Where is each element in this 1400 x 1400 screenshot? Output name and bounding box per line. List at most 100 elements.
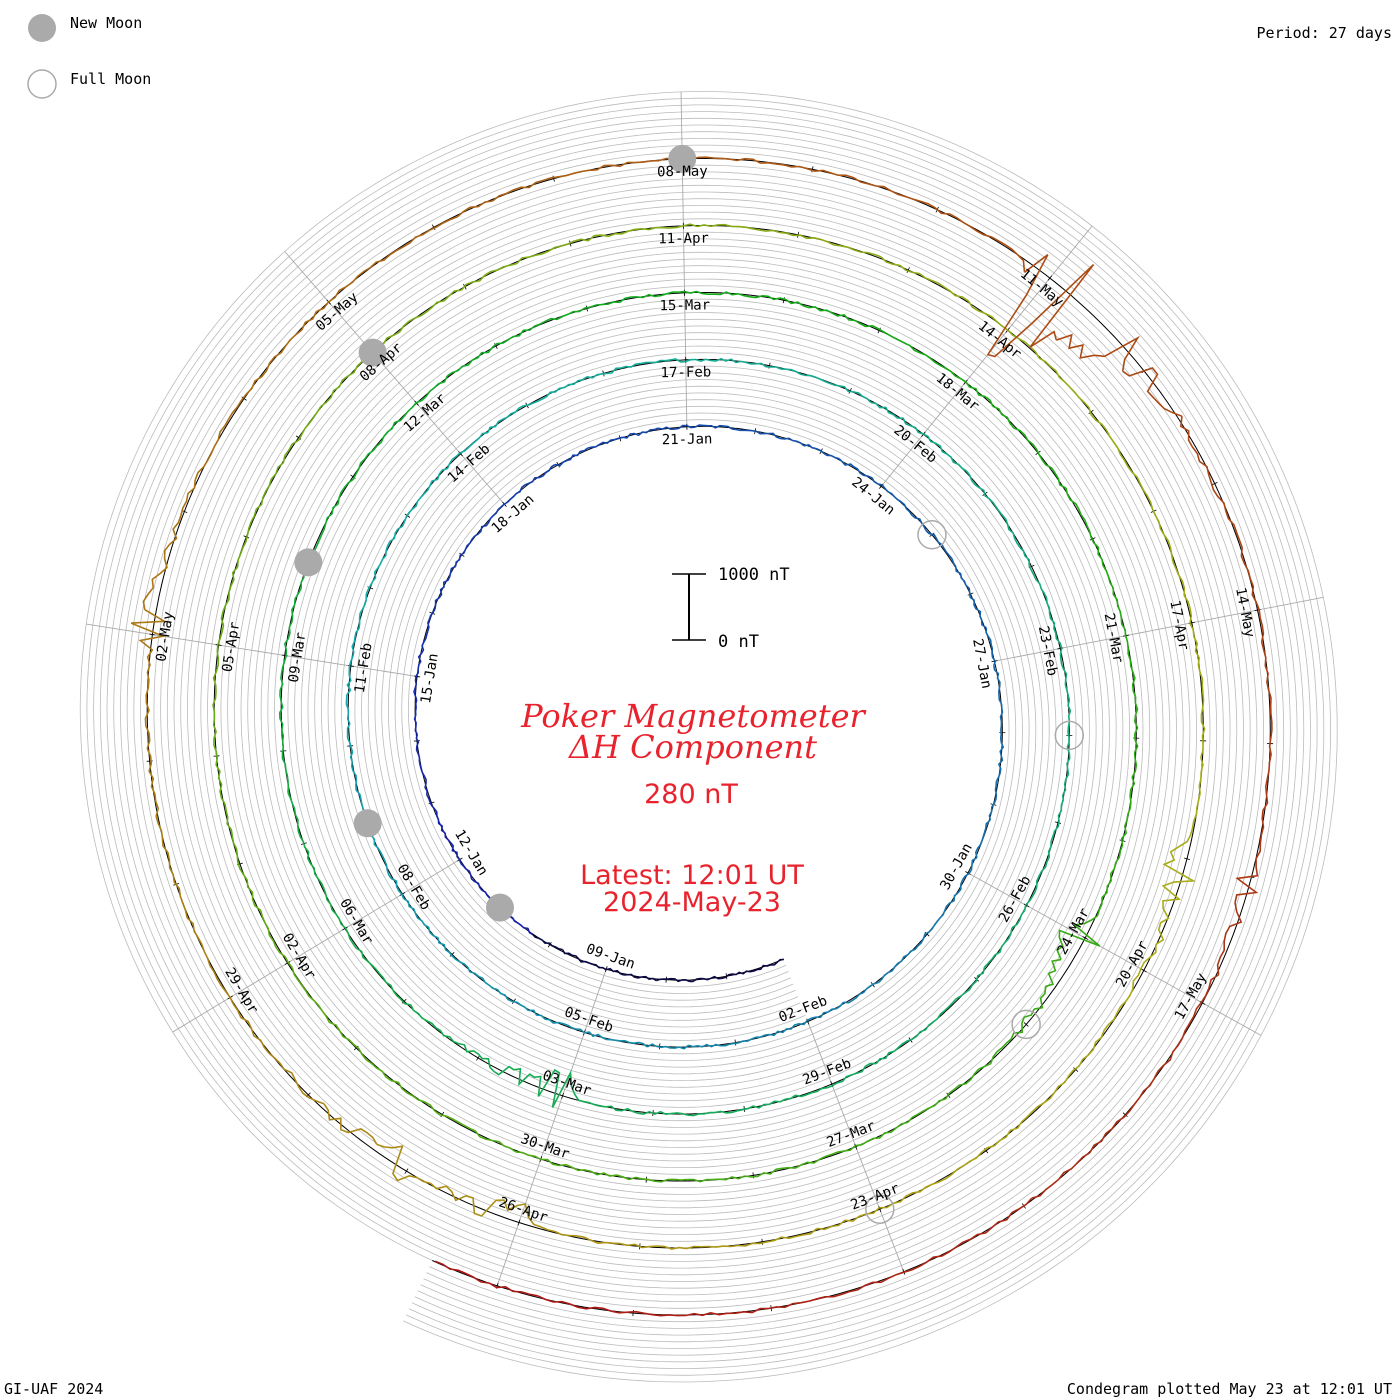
magnetometer-trace — [768, 162, 839, 176]
magnetometer-trace — [983, 927, 1013, 968]
magnetometer-trace — [302, 841, 325, 889]
magnetometer-trace — [785, 1084, 833, 1100]
magnetometer-trace — [685, 1307, 761, 1317]
magnetometer-trace — [346, 737, 358, 781]
full-moon-legend-icon — [27, 69, 57, 99]
day-tick — [284, 961, 291, 965]
magnetometer-trace — [316, 266, 371, 313]
latest-date-label: 2024-May-23 — [603, 887, 781, 918]
magnetometer-trace — [658, 424, 696, 431]
magnetometer-trace — [697, 156, 769, 164]
magnetometer-trace — [523, 386, 565, 407]
magnetometer-trace — [1175, 568, 1194, 631]
magnetometer-trace — [413, 1009, 454, 1042]
magnetometer-trace — [1043, 1054, 1089, 1104]
magnetometer-trace — [434, 1260, 467, 1275]
magnetometer-trace — [144, 680, 151, 749]
date-label: 21-Jan — [662, 431, 713, 448]
magnetometer-trace — [1056, 915, 1101, 960]
magnetometer-trace — [900, 501, 927, 531]
date-label: 05-May — [313, 289, 362, 334]
magnetometer-trace — [978, 486, 1009, 525]
magnetometer-trace — [907, 1088, 955, 1123]
magnetometer-trace — [650, 358, 696, 364]
magnetometer-trace — [946, 453, 980, 489]
magnetometer-trace — [236, 509, 257, 568]
date-label: 20-Feb — [891, 422, 940, 466]
spoke-layer — [86, 91, 1324, 1286]
magnetometer-trace — [232, 1003, 276, 1059]
magnetometer-trace — [833, 1271, 905, 1298]
magnetometer-trace — [689, 975, 722, 983]
magnetometer-trace — [646, 1043, 690, 1050]
magnetometer-trace — [361, 567, 379, 610]
magnetometer-trace — [831, 1062, 877, 1087]
magnetometer-trace — [1112, 588, 1129, 642]
magnetometer-trace — [372, 410, 409, 452]
magnetometer-trace — [620, 1242, 687, 1250]
magnetometer-trace — [587, 436, 623, 449]
date-label: 02-May — [153, 610, 177, 662]
magnetometer-trace — [696, 290, 751, 298]
date-label: 05-Feb — [562, 1004, 615, 1036]
date-spoke — [540, 1093, 564, 1160]
magnetometer-trace — [951, 967, 986, 1004]
magnetometer-trace — [554, 447, 589, 467]
date-label: 26-Apr — [497, 1194, 550, 1226]
magnetometer-trace — [378, 972, 415, 1011]
day-tick — [458, 451, 463, 457]
magnetometer-trace — [875, 1035, 918, 1065]
magnetometer-trace — [623, 973, 657, 982]
date-spoke — [1123, 622, 1192, 637]
magnetometer-trace — [758, 229, 821, 241]
day-tick — [1023, 903, 1030, 908]
magnetometer-trace — [1033, 958, 1062, 1010]
magnetometer-trace — [505, 913, 534, 936]
magnetometer-trace — [610, 1310, 686, 1317]
date-spoke — [1024, 904, 1086, 939]
magnetometer-trace — [1032, 443, 1067, 489]
magnetometer-trace — [589, 1101, 639, 1115]
magnetometer-trace — [340, 449, 374, 493]
magnetometer-trace — [1056, 333, 1140, 372]
magnetometer-trace — [323, 888, 349, 934]
date-spoke — [1006, 277, 1051, 332]
date-spoke — [402, 858, 462, 895]
magnetometer-trace — [1096, 862, 1117, 917]
date-spoke — [86, 623, 155, 636]
day-tick — [431, 224, 436, 231]
magnetometer-trace — [1006, 524, 1031, 566]
magnetometer-trace — [687, 1175, 746, 1183]
magnetometer-trace — [1066, 700, 1072, 748]
magnetometer-trace — [854, 319, 905, 344]
magnetometer-trace — [1260, 762, 1271, 836]
date-label: 17-Feb — [660, 364, 711, 381]
magnetometer-trace — [444, 832, 462, 864]
day-tick — [517, 1219, 521, 1226]
magnetometer-trace — [1062, 747, 1071, 796]
date-spoke — [344, 892, 405, 929]
date-spoke — [287, 927, 347, 964]
magnetometer-trace — [376, 1143, 432, 1185]
magnetometer-trace — [173, 881, 203, 945]
date-label: 02-Feb — [777, 993, 830, 1026]
magnetometer-trace — [855, 1121, 908, 1147]
magnetometer-trace — [1028, 565, 1051, 609]
magnetometer-trace — [843, 981, 879, 1004]
date-spoke — [518, 1157, 542, 1223]
magnetometer-trace — [528, 1009, 568, 1026]
magnetometer-trace — [429, 801, 446, 834]
date-spoke — [1083, 936, 1145, 971]
grid-spiral — [93, 104, 1325, 1370]
magnetometer-trace — [493, 1065, 542, 1097]
chart-subtitle: ΔH Component — [567, 728, 817, 766]
magnetometer-trace — [563, 372, 607, 389]
scale-bar: 1000 nT 0 nT — [672, 565, 790, 652]
date-spoke — [682, 225, 686, 295]
date-spoke — [496, 1220, 521, 1286]
date-label: 15-Mar — [659, 297, 710, 314]
magnetometer-trace — [1234, 834, 1263, 903]
magnetometer-trace — [452, 1040, 495, 1073]
date-label: 15-Jan — [418, 652, 442, 704]
magnetometer-trace — [532, 933, 563, 951]
